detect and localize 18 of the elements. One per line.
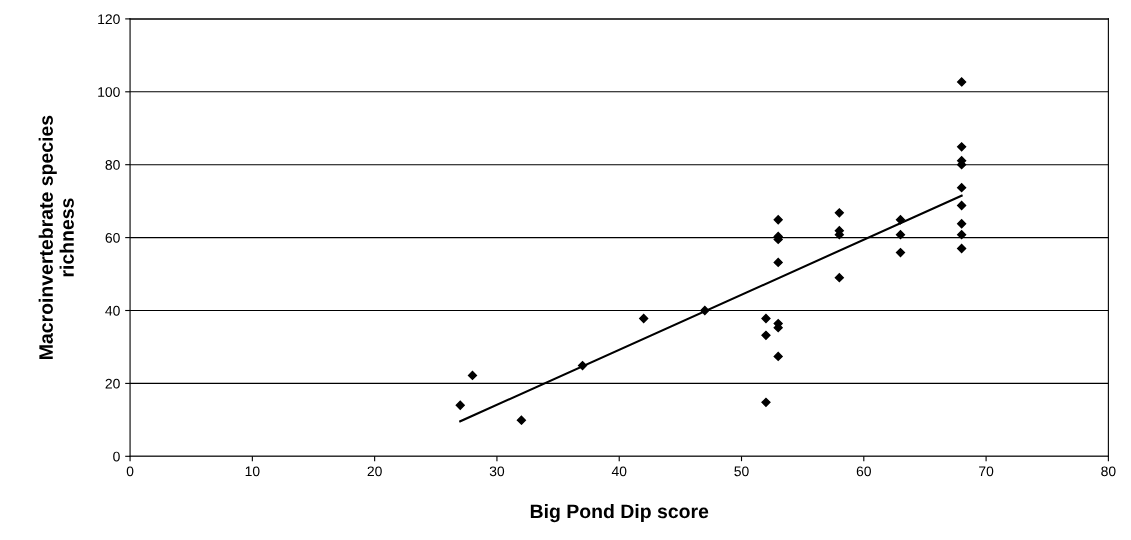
x-axis-title: Big Pond Dip score: [530, 503, 709, 523]
x-tick-label: 20: [367, 466, 382, 477]
y-tick-label: 60: [105, 232, 120, 243]
x-tick-label: 10: [245, 466, 260, 477]
y-axis-title: Macroinvertebrate species richness: [38, 115, 74, 359]
y-tick-label: 40: [105, 305, 120, 316]
x-tick-label: 0: [126, 466, 134, 477]
y-tick-label: 100: [98, 87, 120, 97]
x-tick-label: 40: [611, 466, 627, 477]
x-tick-label: 50: [734, 466, 749, 477]
x-tick-label: 80: [1101, 466, 1116, 477]
x-tick-label: 30: [489, 466, 505, 477]
y-tick-label: 0: [113, 451, 120, 462]
x-tick-label: 60: [856, 466, 871, 477]
x-tick-label: 70: [979, 466, 994, 477]
y-tick-label: 20: [105, 378, 120, 389]
y-tick-label: 80: [105, 160, 120, 170]
y-tick-label: 120: [98, 14, 120, 25]
